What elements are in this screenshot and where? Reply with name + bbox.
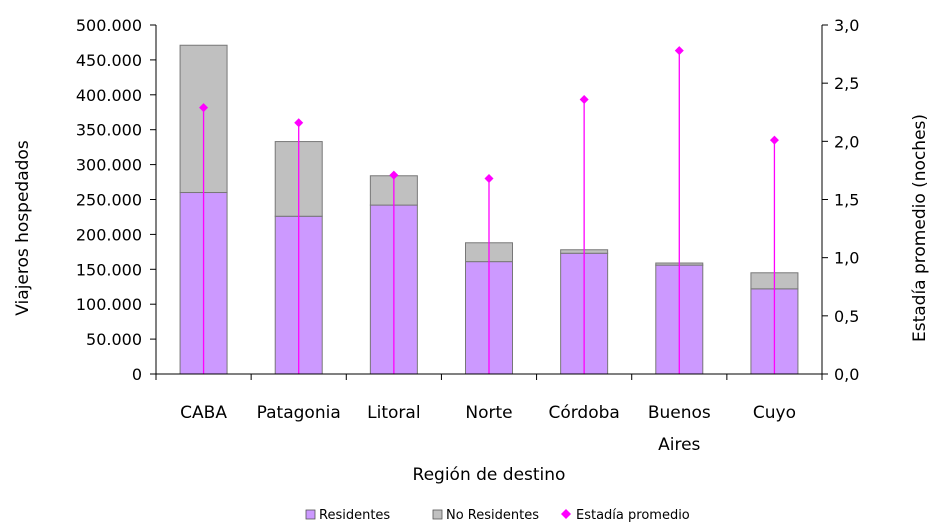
- y2-tick-label: 3,0: [834, 16, 859, 35]
- category-label: CABA: [180, 403, 227, 423]
- legend: Residentes No Residentes Estadía promedi…: [305, 508, 690, 523]
- y-tick-label: 350.000: [76, 121, 142, 140]
- legend-label-estadia: Estadía promedio: [576, 508, 690, 523]
- y-tick-label: 450.000: [76, 51, 142, 70]
- legend-swatch-residentes: [305, 509, 316, 520]
- marker-estadia: [579, 94, 589, 104]
- y2-axis-title: Estadía promedio (noches): [910, 114, 930, 342]
- category-label: Aires: [658, 435, 700, 455]
- axes-layer: [150, 24, 828, 380]
- y-tick-label: 200.000: [76, 225, 142, 244]
- marker-estadia: [484, 174, 494, 184]
- legend-marker-estadia: [561, 509, 571, 519]
- category-label: Córdoba: [548, 403, 619, 423]
- y2-tick-label: 0,0: [834, 365, 859, 384]
- legend-swatch-no-residentes: [432, 509, 443, 520]
- y-tick-label: 400.000: [76, 86, 142, 105]
- category-label: Litoral: [367, 403, 420, 423]
- y-tick-label: 100.000: [76, 295, 142, 314]
- y-tick-label: 300.000: [76, 156, 142, 175]
- legend-label-no-residentes: No Residentes: [446, 508, 539, 523]
- y-tick-label: 150.000: [76, 260, 142, 279]
- marker-estadia: [674, 46, 684, 56]
- category-label: Norte: [465, 403, 512, 423]
- marker-estadia: [389, 170, 399, 180]
- legend-label-residentes: Residentes: [319, 508, 390, 523]
- marker-estadia: [769, 135, 779, 145]
- marker-estadia: [199, 103, 209, 113]
- y-tick-label: 250.000: [76, 191, 142, 210]
- category-label: Cuyo: [753, 403, 796, 423]
- category-label: Buenos: [648, 403, 711, 423]
- y-tick-label: 50.000: [86, 330, 142, 349]
- category-label: Patagonia: [257, 403, 341, 423]
- y-tick-label: 0: [132, 365, 142, 384]
- marker-estadia: [294, 118, 304, 128]
- y2-tick-label: 1,0: [834, 249, 859, 268]
- y2-tick-label: 2,0: [834, 132, 859, 151]
- stems-layer: [202, 50, 776, 374]
- y-tick-label: 500.000: [76, 16, 142, 35]
- x-axis-title: Región de destino: [413, 465, 566, 485]
- markers-layer: [199, 46, 779, 184]
- y2-tick-label: 1,5: [834, 191, 859, 210]
- labels-layer: CABA Patagonia Litoral Norte Córdoba Buenos Ai…: [76, 16, 860, 455]
- y2-tick-label: 2,5: [834, 74, 859, 93]
- y-axis-title: Viajeros hospedados: [13, 140, 33, 316]
- y2-tick-label: 0,5: [834, 307, 859, 326]
